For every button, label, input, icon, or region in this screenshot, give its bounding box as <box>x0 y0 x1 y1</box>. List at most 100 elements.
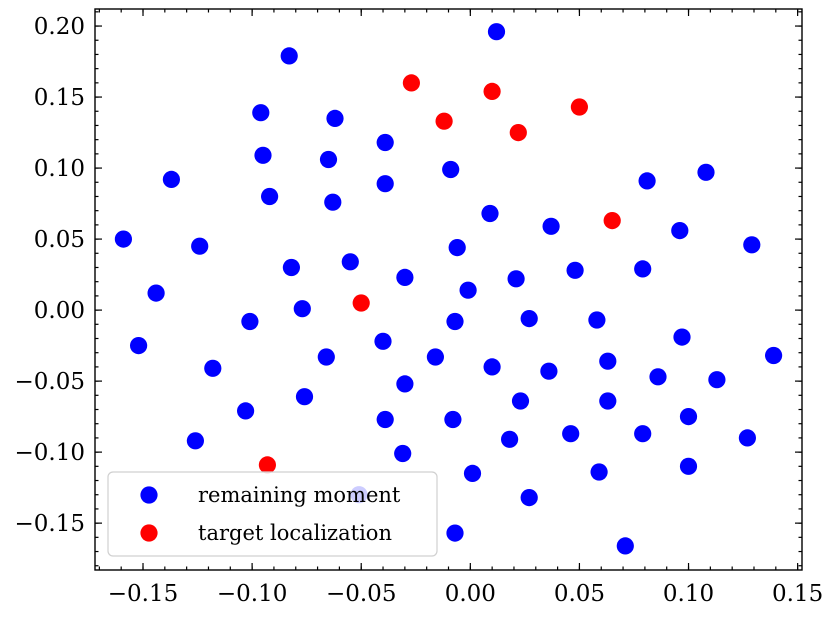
data-point <box>542 217 560 235</box>
data-point <box>673 328 691 346</box>
data-point <box>463 464 482 482</box>
data-point <box>501 430 519 448</box>
data-point <box>599 392 617 410</box>
data-point <box>254 146 272 164</box>
data-point <box>352 294 370 312</box>
data-point <box>634 260 652 278</box>
data-point <box>258 456 276 474</box>
data-point <box>442 160 460 179</box>
data-point <box>603 212 621 230</box>
series-1 <box>258 74 621 474</box>
data-point <box>280 47 298 65</box>
data-point <box>738 429 757 447</box>
data-point <box>448 239 466 257</box>
data-point <box>743 236 761 254</box>
data-point <box>671 222 689 240</box>
data-point <box>590 463 608 481</box>
data-point <box>435 112 453 130</box>
data-point <box>319 150 338 169</box>
legend-label: remaining moment <box>198 483 401 507</box>
data-point <box>481 204 499 223</box>
data-point <box>402 74 420 92</box>
data-point <box>634 425 652 443</box>
data-point <box>507 270 525 288</box>
data-point <box>376 175 394 193</box>
data-point <box>708 371 726 389</box>
data-point <box>649 368 667 386</box>
legend: remaining moment target localization <box>107 471 438 557</box>
data-point <box>483 82 501 100</box>
legend-box <box>107 471 438 557</box>
x-tick-label: 0.10 <box>663 581 714 607</box>
data-point <box>252 104 270 122</box>
data-point <box>483 358 501 376</box>
data-point <box>679 457 698 475</box>
data-point <box>326 109 344 127</box>
data-point <box>509 124 527 142</box>
data-point <box>130 337 148 355</box>
data-point <box>374 332 392 350</box>
data-point <box>562 425 580 443</box>
data-point <box>444 410 462 429</box>
data-point <box>697 163 715 181</box>
data-point <box>376 410 394 429</box>
data-point <box>765 346 783 365</box>
data-point <box>396 375 414 393</box>
data-point <box>241 312 259 331</box>
data-point <box>511 392 530 410</box>
legend-marker <box>140 486 158 504</box>
data-point <box>394 444 412 463</box>
data-point <box>293 300 311 318</box>
x-tick-label: 0.00 <box>445 581 496 607</box>
y-tick-label: −0.15 <box>15 511 85 537</box>
data-point <box>261 187 279 206</box>
y-tick-label: 0.00 <box>34 298 85 324</box>
data-point <box>204 359 222 377</box>
y-tick-label: 0.15 <box>34 85 85 111</box>
data-point <box>520 489 538 507</box>
y-tick-label: 0.05 <box>34 227 85 253</box>
legend-label: target localization <box>198 521 392 545</box>
data-point <box>376 133 394 152</box>
data-point <box>446 312 464 331</box>
data-point <box>237 402 255 420</box>
data-point <box>295 388 314 406</box>
data-point <box>282 258 300 277</box>
x-tick-label: 0.05 <box>554 581 605 607</box>
x-tick-label: 0.15 <box>772 581 823 607</box>
data-point <box>426 348 444 366</box>
data-point <box>341 253 359 271</box>
y-tick-label: −0.10 <box>15 440 85 466</box>
x-tick-label: −0.10 <box>217 581 287 607</box>
data-point <box>191 237 209 255</box>
data-point <box>459 281 477 299</box>
data-point <box>520 310 538 328</box>
y-tick-label: 0.10 <box>34 156 85 182</box>
data-point <box>446 524 464 542</box>
x-tick-label: −0.15 <box>108 581 178 607</box>
data-point <box>324 193 342 211</box>
data-point <box>162 170 180 188</box>
data-point <box>679 408 698 426</box>
x-tick-label: −0.05 <box>326 581 396 607</box>
data-point <box>540 362 558 380</box>
data-point <box>396 268 414 286</box>
data-point <box>186 432 204 450</box>
data-point <box>616 537 634 555</box>
data-point <box>487 23 506 41</box>
data-point <box>638 172 656 190</box>
data-point <box>147 284 165 302</box>
legend-marker <box>140 524 158 542</box>
y-tick-label: −0.05 <box>15 369 85 395</box>
data-point <box>114 230 132 248</box>
data-point <box>566 261 584 279</box>
data-point <box>317 348 335 366</box>
points-layer <box>114 23 783 555</box>
series-0 <box>114 23 783 555</box>
y-tick-label: 0.20 <box>34 14 85 40</box>
ticks-layer: −0.15 −0.10 −0.05 0.00 0.05 0.10 0.15 −0.15 −0.1… <box>15 9 823 607</box>
data-point <box>599 352 617 370</box>
data-point <box>588 311 606 329</box>
data-point <box>570 98 589 116</box>
